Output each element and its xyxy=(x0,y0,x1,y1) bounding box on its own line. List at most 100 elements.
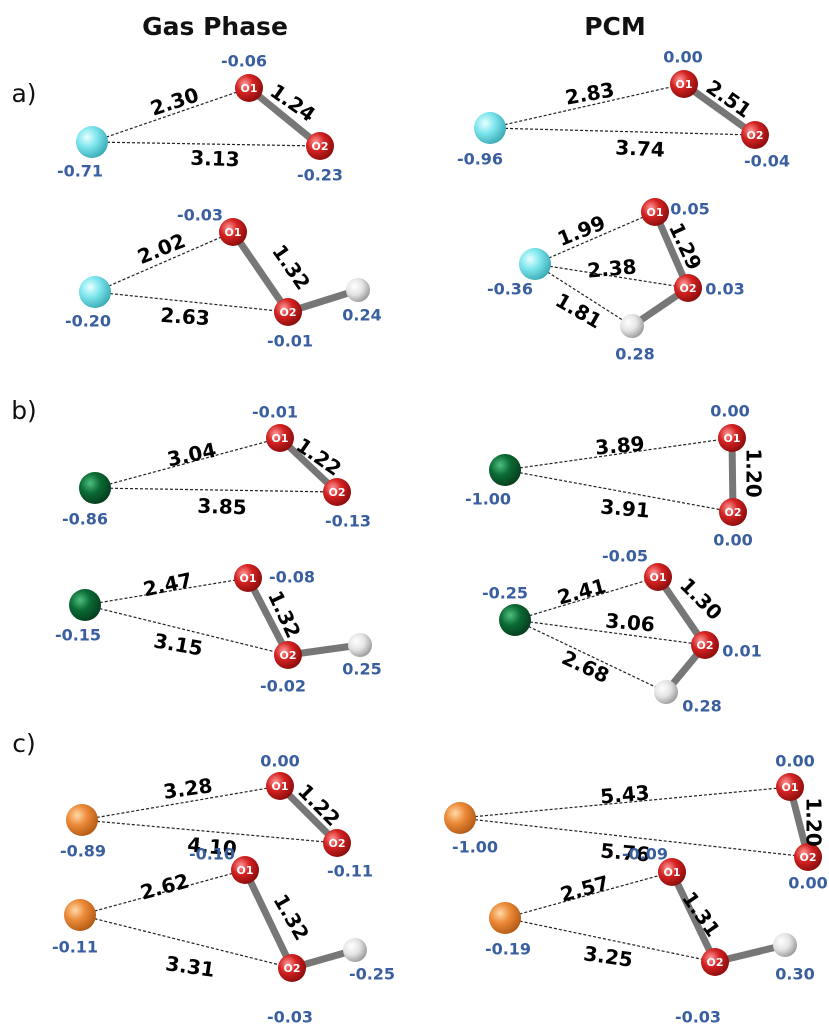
charge-label: -0.06 xyxy=(221,52,267,71)
atom-label: O1 xyxy=(663,866,680,879)
atom-label: O2 xyxy=(328,837,345,850)
charge-label: -0.03 xyxy=(267,1008,313,1027)
distance-label: 3.13 xyxy=(190,146,240,172)
atom xyxy=(79,472,111,504)
column-header: Gas Phase xyxy=(142,12,288,41)
charge-label: -0.36 xyxy=(487,280,533,299)
charge-label: 0.00 xyxy=(710,402,749,421)
charge-label: 0.00 xyxy=(663,48,702,67)
atom xyxy=(64,899,96,931)
distance-label: 2.83 xyxy=(563,77,616,109)
distance-label: 2.38 xyxy=(586,254,637,282)
panel-label: a) xyxy=(11,79,36,108)
distance-label: 2.30 xyxy=(147,83,201,121)
charge-label: -0.20 xyxy=(65,312,111,331)
charge-label: 0.01 xyxy=(722,642,761,661)
distance-label: 2.57 xyxy=(558,871,612,907)
charge-label: -0.05 xyxy=(602,547,648,566)
atom xyxy=(346,278,370,302)
atom-label: O2 xyxy=(279,306,296,319)
distance-label: 2.47 xyxy=(141,568,194,602)
atom-label: O1 xyxy=(646,206,663,219)
atom xyxy=(474,112,506,144)
charge-label: 0.25 xyxy=(342,660,381,679)
atom xyxy=(489,902,521,934)
atom-label: O1 xyxy=(224,226,241,239)
charge-label: -0.15 xyxy=(55,626,101,645)
atom-label: O2 xyxy=(724,506,741,519)
charge-label: -0.08 xyxy=(269,568,315,587)
charge-label: 0.00 xyxy=(260,752,299,771)
distance-label: 1.81 xyxy=(551,288,606,333)
distance-label: 3.04 xyxy=(165,438,218,472)
distance-label: 3.89 xyxy=(594,431,645,459)
charge-label: -0.04 xyxy=(744,152,790,171)
atom-label: O1 xyxy=(271,432,288,445)
atom-label: O1 xyxy=(649,571,666,584)
distance-label: 2.63 xyxy=(160,303,211,330)
atom-label: O1 xyxy=(781,781,798,794)
charge-label: -1.00 xyxy=(452,838,498,857)
atom-label: O1 xyxy=(723,432,740,445)
atom-label: O2 xyxy=(283,962,300,975)
charge-label: -0.11 xyxy=(52,938,98,957)
charge-label: 0.00 xyxy=(713,531,752,550)
atom-label: O2 xyxy=(696,639,713,652)
distance-label: 1.20 xyxy=(802,797,826,846)
atom-label: O2 xyxy=(799,851,816,864)
distance-line xyxy=(95,488,337,492)
charge-label: 0.28 xyxy=(682,697,721,716)
atom xyxy=(69,589,101,621)
distance-label: 2.62 xyxy=(138,869,192,905)
charge-label: -0.13 xyxy=(325,512,371,531)
atom-label: O2 xyxy=(679,282,696,295)
charge-label: -0.02 xyxy=(260,677,306,696)
atom-label: O1 xyxy=(239,572,256,585)
charge-label: -0.01 xyxy=(252,403,298,422)
charge-label: -0.01 xyxy=(267,332,313,351)
charge-label: -0.89 xyxy=(60,842,106,861)
atom-label: O1 xyxy=(240,82,257,95)
charge-label: -0.25 xyxy=(482,584,528,603)
atom xyxy=(66,804,98,836)
charge-label: -0.25 xyxy=(349,965,395,984)
distance-label: 2.68 xyxy=(558,645,613,688)
charge-label: 0.00 xyxy=(775,752,814,771)
atom xyxy=(343,938,367,962)
charge-label: -0.10 xyxy=(189,845,235,864)
atom-label: O1 xyxy=(675,78,692,91)
charge-label: -0.23 xyxy=(297,166,343,185)
charge-label: 0.05 xyxy=(670,200,709,219)
distance-label: 3.31 xyxy=(164,951,216,982)
charge-label: 0.28 xyxy=(615,345,654,364)
atom-label: O2 xyxy=(706,956,723,969)
atom xyxy=(444,802,476,834)
distance-label: 3.25 xyxy=(582,941,634,972)
atom xyxy=(654,680,678,704)
atom xyxy=(489,454,521,486)
atom-label: O1 xyxy=(236,864,253,877)
atom-label: O2 xyxy=(746,129,763,142)
charge-label: -0.19 xyxy=(485,940,531,959)
charge-label: 0.03 xyxy=(705,280,744,299)
charge-label: -0.86 xyxy=(62,510,108,529)
distance-label: 5.43 xyxy=(599,780,650,808)
atom xyxy=(499,604,531,636)
charge-label: -0.03 xyxy=(675,1008,721,1027)
atom xyxy=(519,248,551,280)
figure: Gas Phase PCM a) b) c) -0.71O1-0.06O2-0.… xyxy=(0,0,829,1034)
atom xyxy=(348,633,372,657)
charge-label: -0.09 xyxy=(622,845,668,864)
panel-label: b) xyxy=(11,396,37,425)
distance-label: 3.85 xyxy=(197,494,247,520)
atom-label: O2 xyxy=(328,486,345,499)
distance-label: 1.99 xyxy=(554,210,609,251)
panel-label: c) xyxy=(12,729,36,758)
distance-label: 3.15 xyxy=(152,628,205,660)
charge-label: 0.00 xyxy=(788,874,827,893)
charge-label: 0.30 xyxy=(775,965,814,984)
atom-label: O2 xyxy=(311,140,328,153)
charge-label: -0.96 xyxy=(457,150,503,169)
atom xyxy=(773,933,797,957)
distance-label: 1.31 xyxy=(677,887,725,941)
